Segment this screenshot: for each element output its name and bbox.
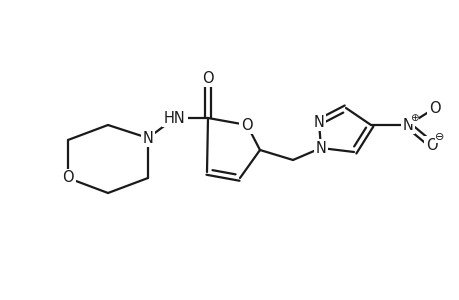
Text: O: O [202, 70, 213, 86]
Text: N: N [142, 130, 153, 146]
Text: ⊖: ⊖ [434, 132, 444, 142]
Text: O: O [62, 170, 73, 185]
Text: N: N [313, 115, 324, 130]
Text: N: N [402, 118, 413, 133]
Text: O: O [241, 118, 252, 133]
Text: HN: HN [164, 110, 185, 125]
Text: ⊕: ⊕ [409, 113, 418, 123]
Text: O: O [428, 100, 440, 116]
Text: N: N [315, 140, 326, 155]
Text: O: O [425, 137, 437, 152]
